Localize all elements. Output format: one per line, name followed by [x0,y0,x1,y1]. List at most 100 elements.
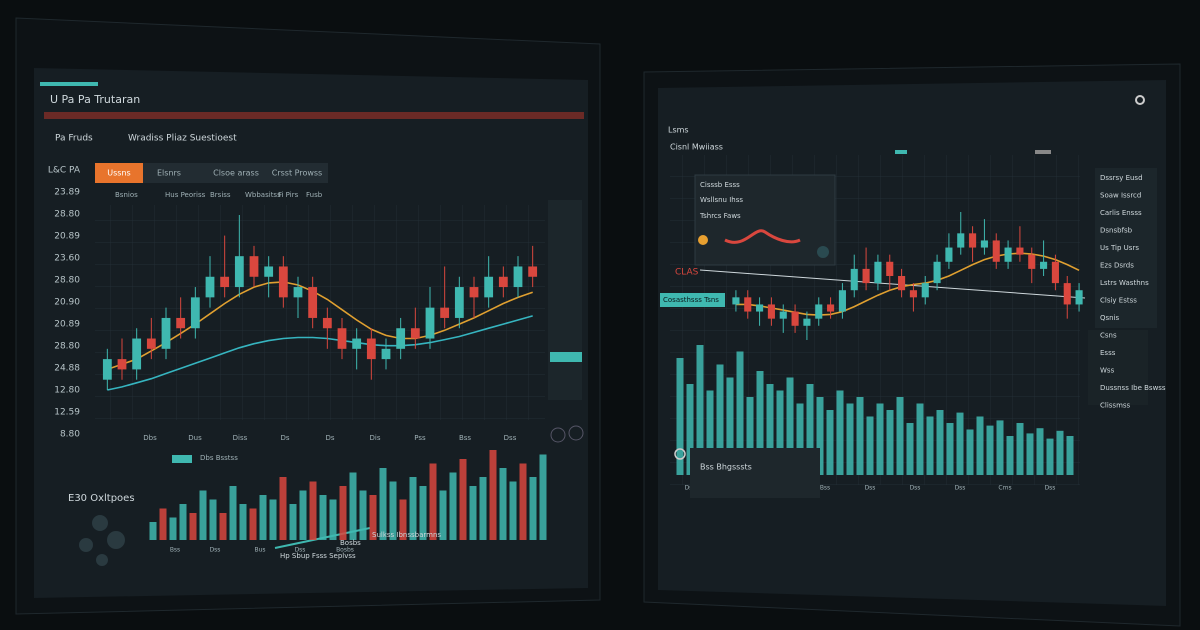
candle-body [264,266,274,277]
header: Lsms [668,126,689,135]
search-icon[interactable] [1135,95,1145,105]
candle-body [381,348,391,360]
volume-bar [219,513,227,540]
candle-body [921,283,929,298]
volume-bar [1036,428,1044,475]
candle-body [322,317,332,329]
side-list-item: Lstrs Wasthns [1100,279,1149,287]
volume-bar [469,486,477,540]
candle-body [498,276,508,288]
volume-bar [776,390,784,475]
volume-bar [716,364,724,475]
accent-bar [40,82,98,86]
candle-body [161,317,171,349]
volume-bar [419,486,427,540]
candle-body [732,297,740,305]
volume-bar [389,481,397,540]
volume-bar [499,468,507,540]
candle-body [874,261,882,284]
side-list-item: Esss [1100,349,1116,357]
tag-label: Cosasthsss Tsns [663,296,719,304]
candle-body [513,266,523,288]
candle-body [756,304,764,312]
volume-bar [249,508,257,540]
x-label: Pss [414,434,426,442]
side-list-lower [1088,330,1148,405]
candle-body [992,240,1000,262]
tab: Ussns [107,169,130,178]
volume-bar [756,371,764,475]
volume-bar [906,423,914,475]
price-tag-box [660,293,725,307]
node [107,531,125,549]
ma-line [107,315,533,391]
candle-body [779,311,787,319]
candle-body [1063,283,1071,305]
candle-body [850,268,858,291]
volume-bar [746,397,754,475]
footer-text: Bosbs [340,539,361,547]
panel-row: Tshrcs Faws [699,212,741,220]
volume-bar [786,377,794,475]
x-label: Bss [820,485,830,492]
subtab: Wbbasitss [245,191,281,199]
chart-layer: U Pa Pa Trutaran Pa Fruds Wradiss Pliaz Su… [48,93,1166,560]
footer-tab: Dbs Bsstss [200,454,238,462]
candle-body [102,359,112,380]
x-label: Ds [280,434,289,442]
candle-body [886,261,894,276]
candle-body [440,307,450,318]
candle-body [352,338,362,349]
volume-bar [379,468,387,540]
candle-body [1028,254,1036,269]
volume-bar [866,416,874,475]
y-label: 12.80 [54,386,80,396]
volume-bar [816,397,824,475]
side-list-item: Dssrsy Eusd [1100,174,1143,182]
candle-body [1051,261,1059,284]
volume-bar [279,477,287,540]
candle-body [249,256,259,277]
volume-bar [706,390,714,475]
x-label: Dbs [143,434,157,442]
side-button[interactable] [550,352,582,362]
candle-body [528,266,538,277]
volume-bar [269,499,277,540]
volume-bar [439,490,447,540]
volume-bar [846,403,854,475]
volume-bar [489,450,497,540]
footer-box [690,448,820,498]
trend-line [699,269,1086,299]
volume-bar [736,351,744,475]
icon[interactable] [550,427,566,443]
y-label: 28.80 [54,342,80,352]
candle-body [396,328,406,349]
tab: Elsnrs [157,169,181,178]
candle-body [425,307,435,339]
y-label: 28.80 [54,276,80,286]
mini-chart [724,229,801,244]
candle-body [337,328,347,349]
volume-bar [956,412,964,475]
candle-body [957,233,965,248]
x-label: Dss [865,485,876,492]
candle-body [410,328,420,339]
volume-label: Bosbs [336,547,354,554]
volume-bar [826,410,834,475]
y-label: 20.89 [54,232,80,242]
orders-title: E30 Oxltpoes [68,493,135,504]
volume-bar [996,420,1004,475]
node [96,554,108,566]
marker [1035,150,1051,154]
candle-body [862,268,870,284]
active-tab[interactable] [95,163,143,183]
volume-bar [149,522,157,540]
tab-strip[interactable] [143,163,328,183]
volume-bar [836,390,844,475]
side-list [1095,168,1157,328]
volume-bar [429,463,437,540]
volume-bar [449,472,457,540]
volume-bar [696,345,704,475]
icon[interactable] [568,425,584,441]
